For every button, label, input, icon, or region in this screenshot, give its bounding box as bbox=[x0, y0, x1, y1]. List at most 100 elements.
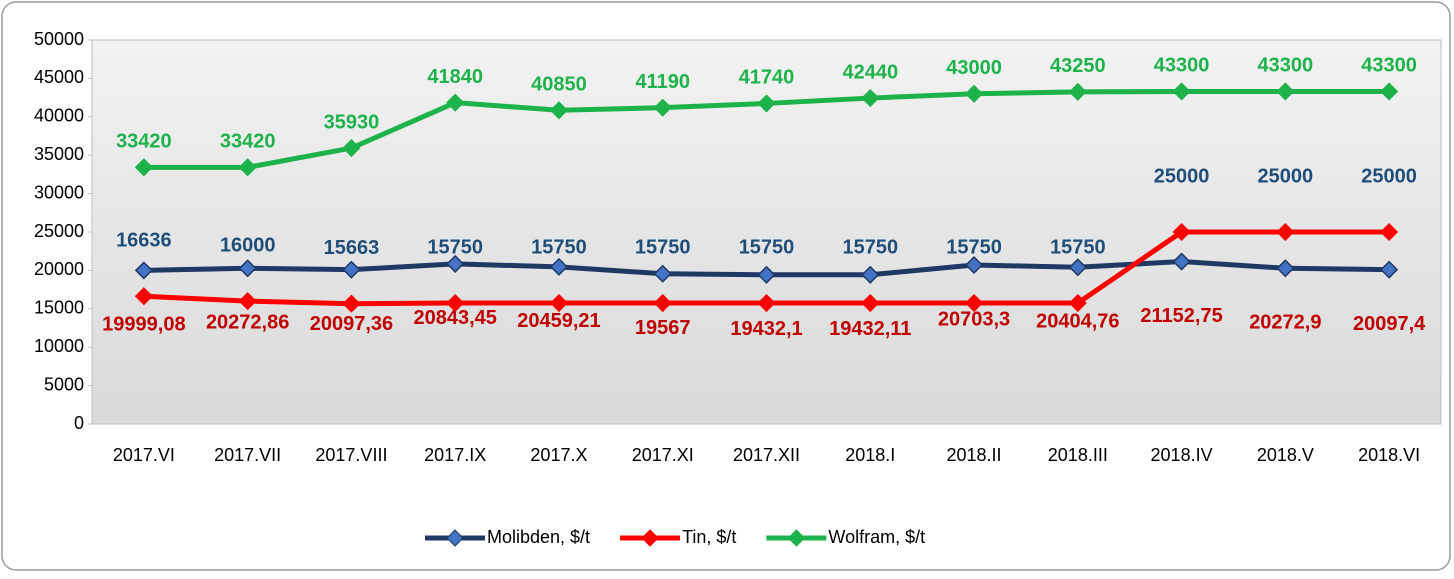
data-label: 43300 bbox=[1361, 55, 1417, 77]
data-point bbox=[757, 293, 776, 313]
x-tick-label: 2018.IV bbox=[1151, 445, 1213, 465]
data-label: 15750 bbox=[531, 236, 587, 258]
data-point bbox=[1276, 259, 1295, 278]
data-label: 42440 bbox=[842, 61, 898, 83]
data-label: 35930 bbox=[324, 111, 380, 133]
data-label: 43300 bbox=[1154, 55, 1210, 77]
data-label: 20097,36 bbox=[310, 313, 393, 335]
data-point bbox=[238, 259, 257, 278]
data-point bbox=[134, 287, 153, 306]
data-point bbox=[446, 93, 465, 112]
data-point bbox=[653, 264, 672, 283]
data-point bbox=[1068, 82, 1087, 101]
data-point bbox=[1172, 252, 1191, 271]
data-point bbox=[1172, 82, 1191, 101]
data-label: 19567 bbox=[635, 317, 691, 339]
data-point bbox=[549, 101, 569, 120]
y-tick-label: 15000 bbox=[34, 298, 84, 318]
y-tick-label: 50000 bbox=[34, 29, 84, 49]
data-label: 41840 bbox=[427, 66, 483, 88]
x-tick-label: 2017.XII bbox=[733, 445, 800, 465]
data-point bbox=[1172, 222, 1191, 242]
data-label: 20097,4 bbox=[1353, 313, 1426, 335]
y-tick-label: 5000 bbox=[44, 374, 84, 394]
x-tick-label: 2017.VIII bbox=[315, 445, 387, 465]
data-point bbox=[446, 293, 465, 313]
x-tick-label: 2018.I bbox=[845, 445, 895, 465]
y-tick-label: 35000 bbox=[34, 144, 84, 164]
y-tick-label: 45000 bbox=[34, 67, 84, 87]
data-point bbox=[1380, 222, 1399, 242]
data-point bbox=[653, 293, 672, 313]
legend-label: Molibden, $/t bbox=[487, 527, 590, 547]
legend-marker bbox=[641, 529, 659, 547]
y-tick-label: 10000 bbox=[34, 336, 84, 356]
y-tick-label: 25000 bbox=[34, 221, 84, 241]
data-point bbox=[1380, 260, 1399, 279]
x-tick-label: 2017.X bbox=[530, 445, 587, 465]
x-tick-label: 2017.VII bbox=[214, 445, 281, 465]
data-point bbox=[446, 254, 465, 273]
y-tick-label: 20000 bbox=[34, 259, 84, 279]
data-label: 15750 bbox=[1050, 236, 1106, 258]
data-label: 20843,45 bbox=[413, 307, 496, 329]
data-label: 19999,08 bbox=[102, 314, 185, 336]
data-label: 40850 bbox=[531, 74, 587, 96]
x-tick-label: 2017.VI bbox=[113, 445, 175, 465]
data-label: 15750 bbox=[739, 236, 795, 258]
data-point bbox=[964, 255, 984, 275]
data-point bbox=[134, 261, 153, 280]
data-point bbox=[757, 94, 776, 113]
data-label: 20459,21 bbox=[517, 310, 600, 332]
x-tick-label: 2018.V bbox=[1257, 445, 1314, 465]
data-label: 25000 bbox=[1361, 165, 1417, 187]
y-tick-label: 40000 bbox=[34, 106, 84, 126]
data-label: 43300 bbox=[1258, 55, 1314, 77]
y-tick-label: 30000 bbox=[34, 182, 84, 202]
data-label: 41190 bbox=[635, 71, 690, 93]
data-point bbox=[964, 84, 984, 103]
data-label: 15750 bbox=[427, 236, 483, 258]
data-label: 15663 bbox=[324, 237, 380, 259]
data-point bbox=[1276, 222, 1295, 242]
data-label: 16000 bbox=[220, 234, 276, 256]
data-point bbox=[238, 158, 257, 177]
data-point bbox=[1380, 82, 1399, 101]
data-label: 15750 bbox=[946, 236, 1002, 258]
data-label: 20272,9 bbox=[1249, 312, 1321, 334]
data-point bbox=[238, 292, 257, 311]
data-label: 15750 bbox=[635, 236, 691, 258]
data-point bbox=[342, 138, 361, 158]
data-label: 43000 bbox=[946, 57, 1002, 79]
data-label: 20404,76 bbox=[1036, 311, 1119, 333]
data-label: 21152,75 bbox=[1140, 305, 1222, 327]
data-label: 19432,11 bbox=[829, 318, 911, 340]
data-point bbox=[757, 265, 776, 284]
data-label: 19432,1 bbox=[730, 318, 802, 340]
data-label: 15750 bbox=[842, 236, 898, 258]
legend-marker bbox=[446, 529, 464, 547]
data-point bbox=[342, 294, 361, 313]
data-label: 16636 bbox=[116, 230, 172, 252]
data-label: 20272,86 bbox=[206, 312, 289, 334]
data-point bbox=[1068, 258, 1087, 277]
x-tick-label: 2017.IX bbox=[424, 445, 486, 465]
data-point bbox=[861, 89, 880, 108]
data-point bbox=[1068, 293, 1087, 313]
x-tick-label: 2018.III bbox=[1048, 445, 1108, 465]
data-label: 25000 bbox=[1154, 165, 1210, 187]
y-tick-label: 0 bbox=[74, 413, 84, 433]
data-label: 33420 bbox=[116, 131, 172, 153]
data-label: 33420 bbox=[220, 131, 276, 153]
data-point bbox=[964, 293, 984, 313]
data-label: 25000 bbox=[1258, 165, 1314, 187]
legend-label: Wolfram, $/t bbox=[828, 527, 925, 547]
data-label: 43250 bbox=[1050, 55, 1106, 77]
data-point bbox=[549, 257, 569, 276]
data-point bbox=[653, 98, 672, 117]
data-label: 20703,3 bbox=[938, 308, 1010, 330]
x-tick-label: 2017.XI bbox=[632, 445, 694, 465]
data-point bbox=[1276, 82, 1295, 101]
legend-marker bbox=[787, 529, 806, 547]
